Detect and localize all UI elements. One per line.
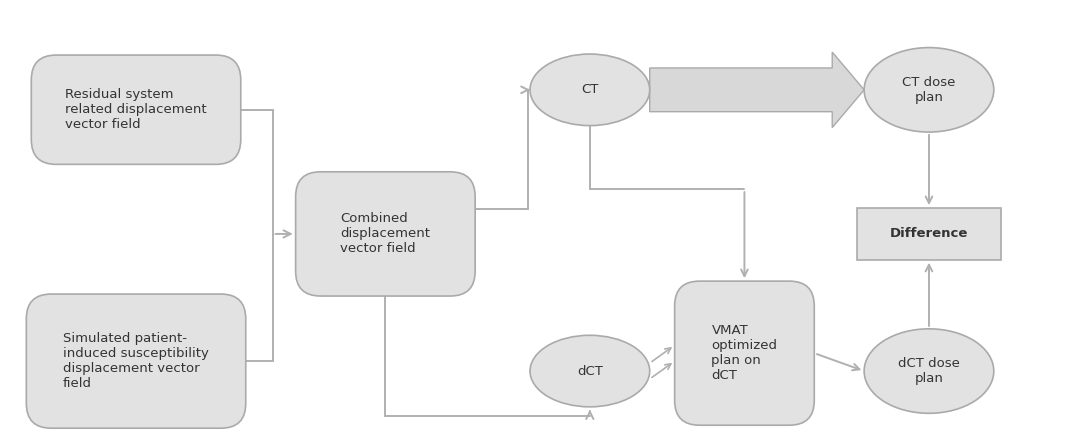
- Text: Difference: Difference: [890, 227, 969, 240]
- Text: Residual system
related displacement
vector field: Residual system related displacement vec…: [65, 88, 207, 131]
- FancyBboxPatch shape: [675, 281, 814, 425]
- Text: dCT: dCT: [577, 365, 602, 377]
- Ellipse shape: [530, 335, 649, 407]
- Ellipse shape: [864, 48, 994, 132]
- Text: VMAT
optimized
plan on
dCT: VMAT optimized plan on dCT: [711, 324, 778, 382]
- Bar: [857, 208, 1002, 260]
- Ellipse shape: [864, 329, 994, 413]
- Text: dCT dose
plan: dCT dose plan: [898, 357, 960, 385]
- Text: Combined
displacement
vector field: Combined displacement vector field: [341, 212, 430, 255]
- Ellipse shape: [530, 54, 649, 126]
- Text: Simulated patient-
induced susceptibility
displacement vector
field: Simulated patient- induced susceptibilit…: [63, 332, 209, 390]
- FancyBboxPatch shape: [296, 172, 475, 296]
- Text: CT: CT: [581, 83, 598, 96]
- Text: CT dose
plan: CT dose plan: [902, 76, 956, 104]
- FancyBboxPatch shape: [27, 294, 246, 428]
- FancyBboxPatch shape: [31, 55, 240, 164]
- Polygon shape: [649, 52, 864, 127]
